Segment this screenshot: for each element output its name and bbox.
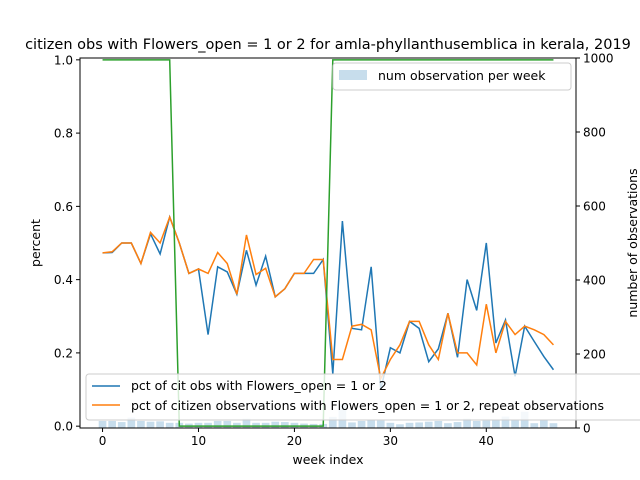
legend-top-right-frame: [332, 62, 572, 91]
x-axis-label: week index: [292, 452, 363, 467]
legend-top-right: num observation per week: [332, 62, 572, 91]
obs-bar: [127, 417, 136, 428]
y-tick-label: 1.0: [54, 53, 73, 67]
obs-bar: [376, 420, 385, 428]
obs-bar: [328, 416, 337, 428]
obs-bar: [453, 422, 462, 428]
obs-bar: [271, 421, 280, 428]
obs-bar: [367, 419, 376, 428]
x-tick-label: 0: [99, 434, 107, 448]
x-axis-ticks: 0 10 20 30 40: [99, 428, 494, 448]
obs-bar: [108, 420, 116, 428]
y-tick-label: 0.6: [54, 200, 73, 214]
obs-bar: [501, 416, 510, 428]
obs-bar: [213, 420, 222, 428]
y-tick-label: 0.2: [54, 346, 73, 360]
obs-bar: [357, 420, 366, 428]
y2-axis-label: number of observations: [625, 168, 640, 317]
legend-series-2-label: pct of citizen observations with Flowers…: [131, 398, 604, 413]
obs-bar: [156, 421, 164, 428]
series-line-2: [102, 214, 554, 381]
y-tick-label: 0.0: [54, 420, 73, 434]
plot-frame: [79, 57, 577, 429]
series-line-3: [102, 59, 554, 427]
x-tick-label: 30: [383, 434, 398, 448]
obs-bar: [492, 419, 500, 428]
obs-bar: [540, 420, 548, 428]
obs-bar: [463, 418, 471, 428]
obs-bar: [415, 422, 423, 428]
y2-tick-label: 200: [583, 348, 606, 362]
y-tick-label: 0.8: [54, 127, 73, 141]
obs-bar: [549, 423, 558, 428]
x-tick-label: 10: [191, 434, 206, 448]
obs-bar: [348, 422, 356, 428]
x-tick-label: 20: [287, 434, 302, 448]
obs-bar: [146, 421, 155, 428]
obs-bar: [261, 422, 270, 428]
y-axis-ticks: 0.0 0.2 0.4 0.6 0.8 1.0: [54, 53, 80, 434]
y2-tick-label: 0: [583, 422, 591, 436]
obs-bar: [482, 420, 491, 428]
legend-bottom-left-frame: [85, 373, 640, 421]
y2-tick-label: 800: [583, 126, 606, 140]
y2-axis-ticks: 0 200 400 600 800 1000: [576, 52, 614, 436]
obs-bar: [98, 420, 107, 428]
obs-bar: [117, 422, 126, 428]
chart-title: citizen obs with Flowers_open = 1 or 2 f…: [25, 37, 631, 53]
obs-bar: [165, 422, 174, 428]
obs-bar: [223, 420, 232, 428]
y-axis-label: percent: [28, 219, 43, 267]
legend-bar-swatch: [339, 70, 367, 80]
obs-bar: [530, 423, 539, 428]
x-tick-label: 40: [479, 434, 494, 448]
obs-bar: [233, 422, 241, 428]
legend-bar-label: num observation per week: [378, 68, 546, 83]
obs-bar: [444, 423, 452, 428]
obs-bar: [405, 422, 414, 428]
obs-bar: [511, 419, 519, 428]
obs-bar: [204, 422, 212, 428]
legend-series-1-label: pct of cit obs with Flowers_open = 1 or …: [131, 378, 387, 393]
obs-bar: [280, 422, 289, 428]
obs-bar: [242, 418, 251, 428]
obs-bar: [472, 420, 481, 428]
y2-tick-label: 400: [583, 274, 606, 288]
obs-bar: [424, 421, 433, 428]
y-tick-label: 0.4: [54, 273, 73, 287]
series-lines: [102, 59, 555, 427]
y2-tick-label: 600: [583, 200, 606, 214]
obs-bar: [386, 422, 395, 428]
legend-bottom-left: pct of cit obs with Flowers_open = 1 or …: [85, 373, 640, 421]
obs-bar: [252, 422, 260, 428]
obs-bar: [434, 420, 443, 428]
obs-bar: [137, 420, 145, 428]
obs-bar: [396, 424, 404, 428]
y2-tick-label: 1000: [583, 52, 614, 66]
obs-bar: [290, 422, 299, 428]
obs-bar: [194, 422, 203, 428]
